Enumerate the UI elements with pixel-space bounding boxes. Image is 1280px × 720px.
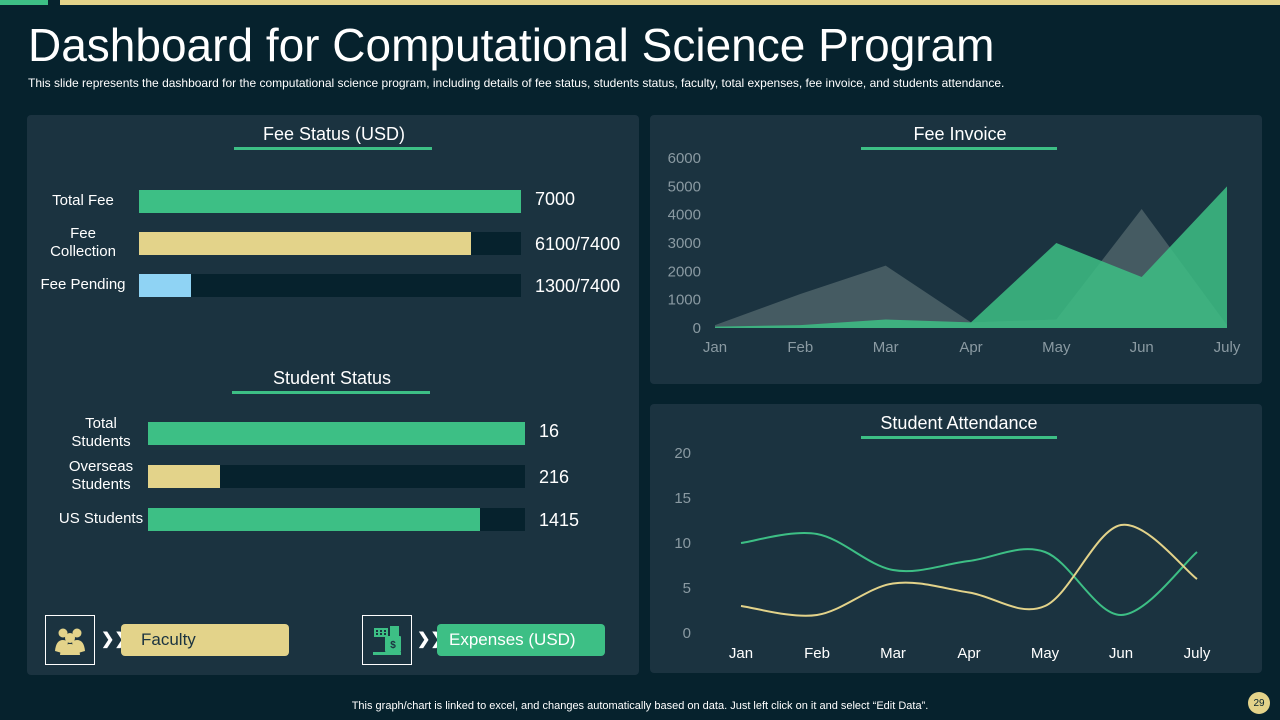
fee-invoice-underline [861,147,1057,150]
x-tick-label: Mar [880,645,906,662]
fee-status-underline [234,147,432,150]
student-bar-value-0: 16 [539,421,560,441]
x-tick-label: Jan [729,645,753,662]
student-bar-track-0 [148,422,525,445]
y-tick-label: 0 [693,320,701,337]
top-accent-green [0,0,48,5]
y-tick-label: 2000 [668,263,701,280]
x-tick-label: Apr [957,645,980,662]
page-subtitle: This slide represents the dashboard for … [28,76,1005,90]
y-tick-label: 0 [683,625,691,642]
fee-invoice-panel: Fee Invoice 0 1000 2000 3000 4000 5000 6000 Jan… [650,115,1262,384]
y-tick-label: 10 [674,535,691,552]
fee-bar-track-0 [139,190,521,213]
y-tick-label: 6000 [668,150,701,167]
fee-bar-value-1: 6100/7400 [535,234,621,254]
student-bar-fill-2 [148,508,480,531]
fee-bar-fill-0 [139,190,521,213]
area-series-2 [715,186,1227,328]
student-attendance-title: Student Attendance [880,413,1038,433]
x-tick-label: May [1031,645,1060,662]
fee-bar-fill-2 [139,274,191,297]
x-tick-label: July [1184,645,1211,662]
student-bar-label-2: US Students [58,510,144,527]
fee-bar-value-2: 1300/7400 [535,276,621,296]
y-tick-label: 15 [674,490,691,507]
fee-bar-fill-1 [139,232,472,255]
student-attendance-underline [861,436,1057,439]
x-tick-label: Jun [1130,339,1154,356]
x-tick-label: July [1214,339,1241,356]
line-series-1 [740,532,1198,617]
line-series-2 [740,523,1198,617]
faculty-button[interactable]: Faculty [121,624,289,656]
x-tick-label: Mar [873,339,899,356]
student-bar-label-0: Total Students [71,415,131,450]
page-number: 29 [1248,692,1270,714]
footer-note: This graph/chart is linked to excel, and… [351,700,929,712]
student-status-underline [232,391,430,394]
fee-bar-track-2 [139,274,521,297]
student-bar-track-2 [148,508,525,531]
expenses-icon-box[interactable]: $ [362,615,412,665]
top-accent-yellow [60,0,1280,5]
fee-bar-label-2: Fee Pending [40,276,126,293]
fee-bar-label-1: Fee Collection [50,225,116,260]
x-tick-label: Jan [703,339,727,356]
student-bar-track-1 [148,465,525,488]
y-tick-label: 1000 [668,292,701,309]
fee-bar-value-0: 7000 [535,189,576,209]
cash-register-icon: $ [373,626,401,655]
group-icon [55,628,85,655]
expenses-button[interactable]: Expenses (USD) [437,624,605,656]
student-bar-fill-0 [148,422,525,445]
y-tick-label: 20 [674,445,691,462]
svg-text:$: $ [390,640,396,651]
student-attendance-chart: 0 5 10 15 20 Jan Feb Mar Apr May Jun July [674,445,1211,662]
y-tick-label: 5 [683,580,691,597]
student-attendance-panel: Student Attendance 0 5 10 15 20 Jan Feb Mar Apr M… [650,404,1262,673]
student-bar-label-1: Overseas Students [68,458,134,493]
y-tick-label: 4000 [668,207,701,224]
fee-status-title: Fee Status (USD) [262,124,406,144]
y-tick-label: 5000 [668,178,701,195]
x-tick-label: Feb [787,339,813,356]
x-tick-label: May [1042,339,1071,356]
fee-bar-label-0: Total Fee [52,192,114,209]
fee-bar-track-1 [139,232,521,255]
fee-invoice-title: Fee Invoice [913,124,1007,144]
x-tick-label: Apr [959,339,982,356]
x-tick-label: Feb [804,645,830,662]
status-panel: Fee Status (USD) Total Fee 7000 Fee Collect… [27,115,639,675]
y-tick-label: 3000 [668,235,701,252]
student-status-title: Student Status [272,368,392,388]
student-bar-fill-1 [148,465,220,488]
student-bar-value-1: 216 [539,467,570,487]
student-bar-value-2: 1415 [539,510,580,530]
x-tick-label: Jun [1109,645,1133,662]
fee-invoice-chart: 0 1000 2000 3000 4000 5000 6000 Jan Feb Mar Apr May… [668,150,1241,356]
page-title: Dashboard for Computational Science Prog… [28,19,995,71]
faculty-icon-box[interactable] [45,615,95,665]
